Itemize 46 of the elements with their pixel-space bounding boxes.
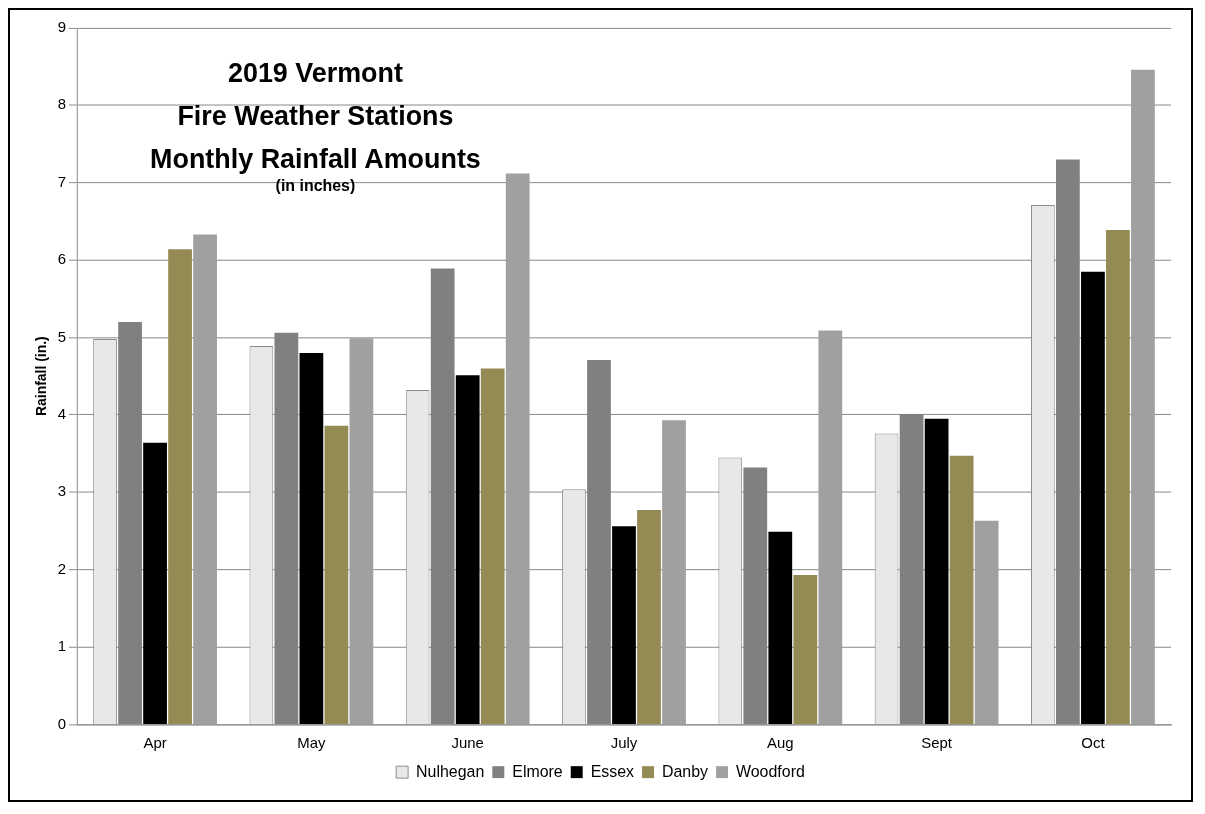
y-tick-label: 4	[57, 404, 66, 422]
y-tick-label: 8	[57, 95, 66, 113]
legend-label: Woodford	[736, 762, 805, 780]
bar	[818, 330, 843, 724]
y-axis-title: Rainfall (in.)	[33, 336, 50, 416]
bar	[168, 249, 192, 724]
legend-label: Nulhegan	[416, 762, 485, 780]
bar	[349, 338, 374, 724]
y-tick-label: 9	[57, 18, 66, 36]
bar	[949, 455, 974, 724]
x-tick-label: Apr	[143, 734, 167, 752]
y-tick-label: 0	[57, 714, 66, 732]
text: 2019 Vermont Fire Weather Stations Monthly Rainfall Amounts	[150, 58, 481, 174]
bar	[793, 575, 818, 724]
y-tick-label: 2	[57, 559, 66, 577]
bar	[768, 531, 793, 724]
y-tick-label: 7	[57, 172, 66, 190]
bar	[1106, 229, 1130, 724]
x-tick-label: Aug	[767, 734, 794, 752]
bar	[324, 425, 349, 724]
y-tick-label: 3	[57, 482, 66, 500]
bar	[455, 375, 480, 724]
bar	[505, 173, 530, 724]
legend-label: Essex	[590, 762, 635, 780]
x-tick-label: May	[297, 734, 327, 752]
bar	[193, 234, 217, 724]
x-tick-label: Oct	[1081, 734, 1106, 752]
bar	[637, 510, 661, 724]
text: (in inches)	[275, 177, 356, 195]
x-tick-label: July	[610, 734, 638, 752]
x-tick-label: June	[451, 734, 484, 752]
bar	[299, 352, 324, 724]
y-tick-label: 6	[57, 250, 66, 268]
bar	[1131, 69, 1155, 724]
bar	[1081, 271, 1105, 724]
y-tick-label: 1	[57, 637, 66, 655]
x-tick-label: Sept	[921, 734, 953, 752]
bar	[612, 526, 636, 724]
bar	[924, 418, 949, 724]
bar	[480, 368, 505, 724]
bar	[662, 420, 686, 724]
bar	[974, 520, 999, 724]
bar	[143, 442, 167, 724]
y-tick-label: 5	[57, 327, 66, 345]
legend-label: Danby	[662, 762, 709, 780]
legend-label: Elmore	[512, 762, 563, 780]
